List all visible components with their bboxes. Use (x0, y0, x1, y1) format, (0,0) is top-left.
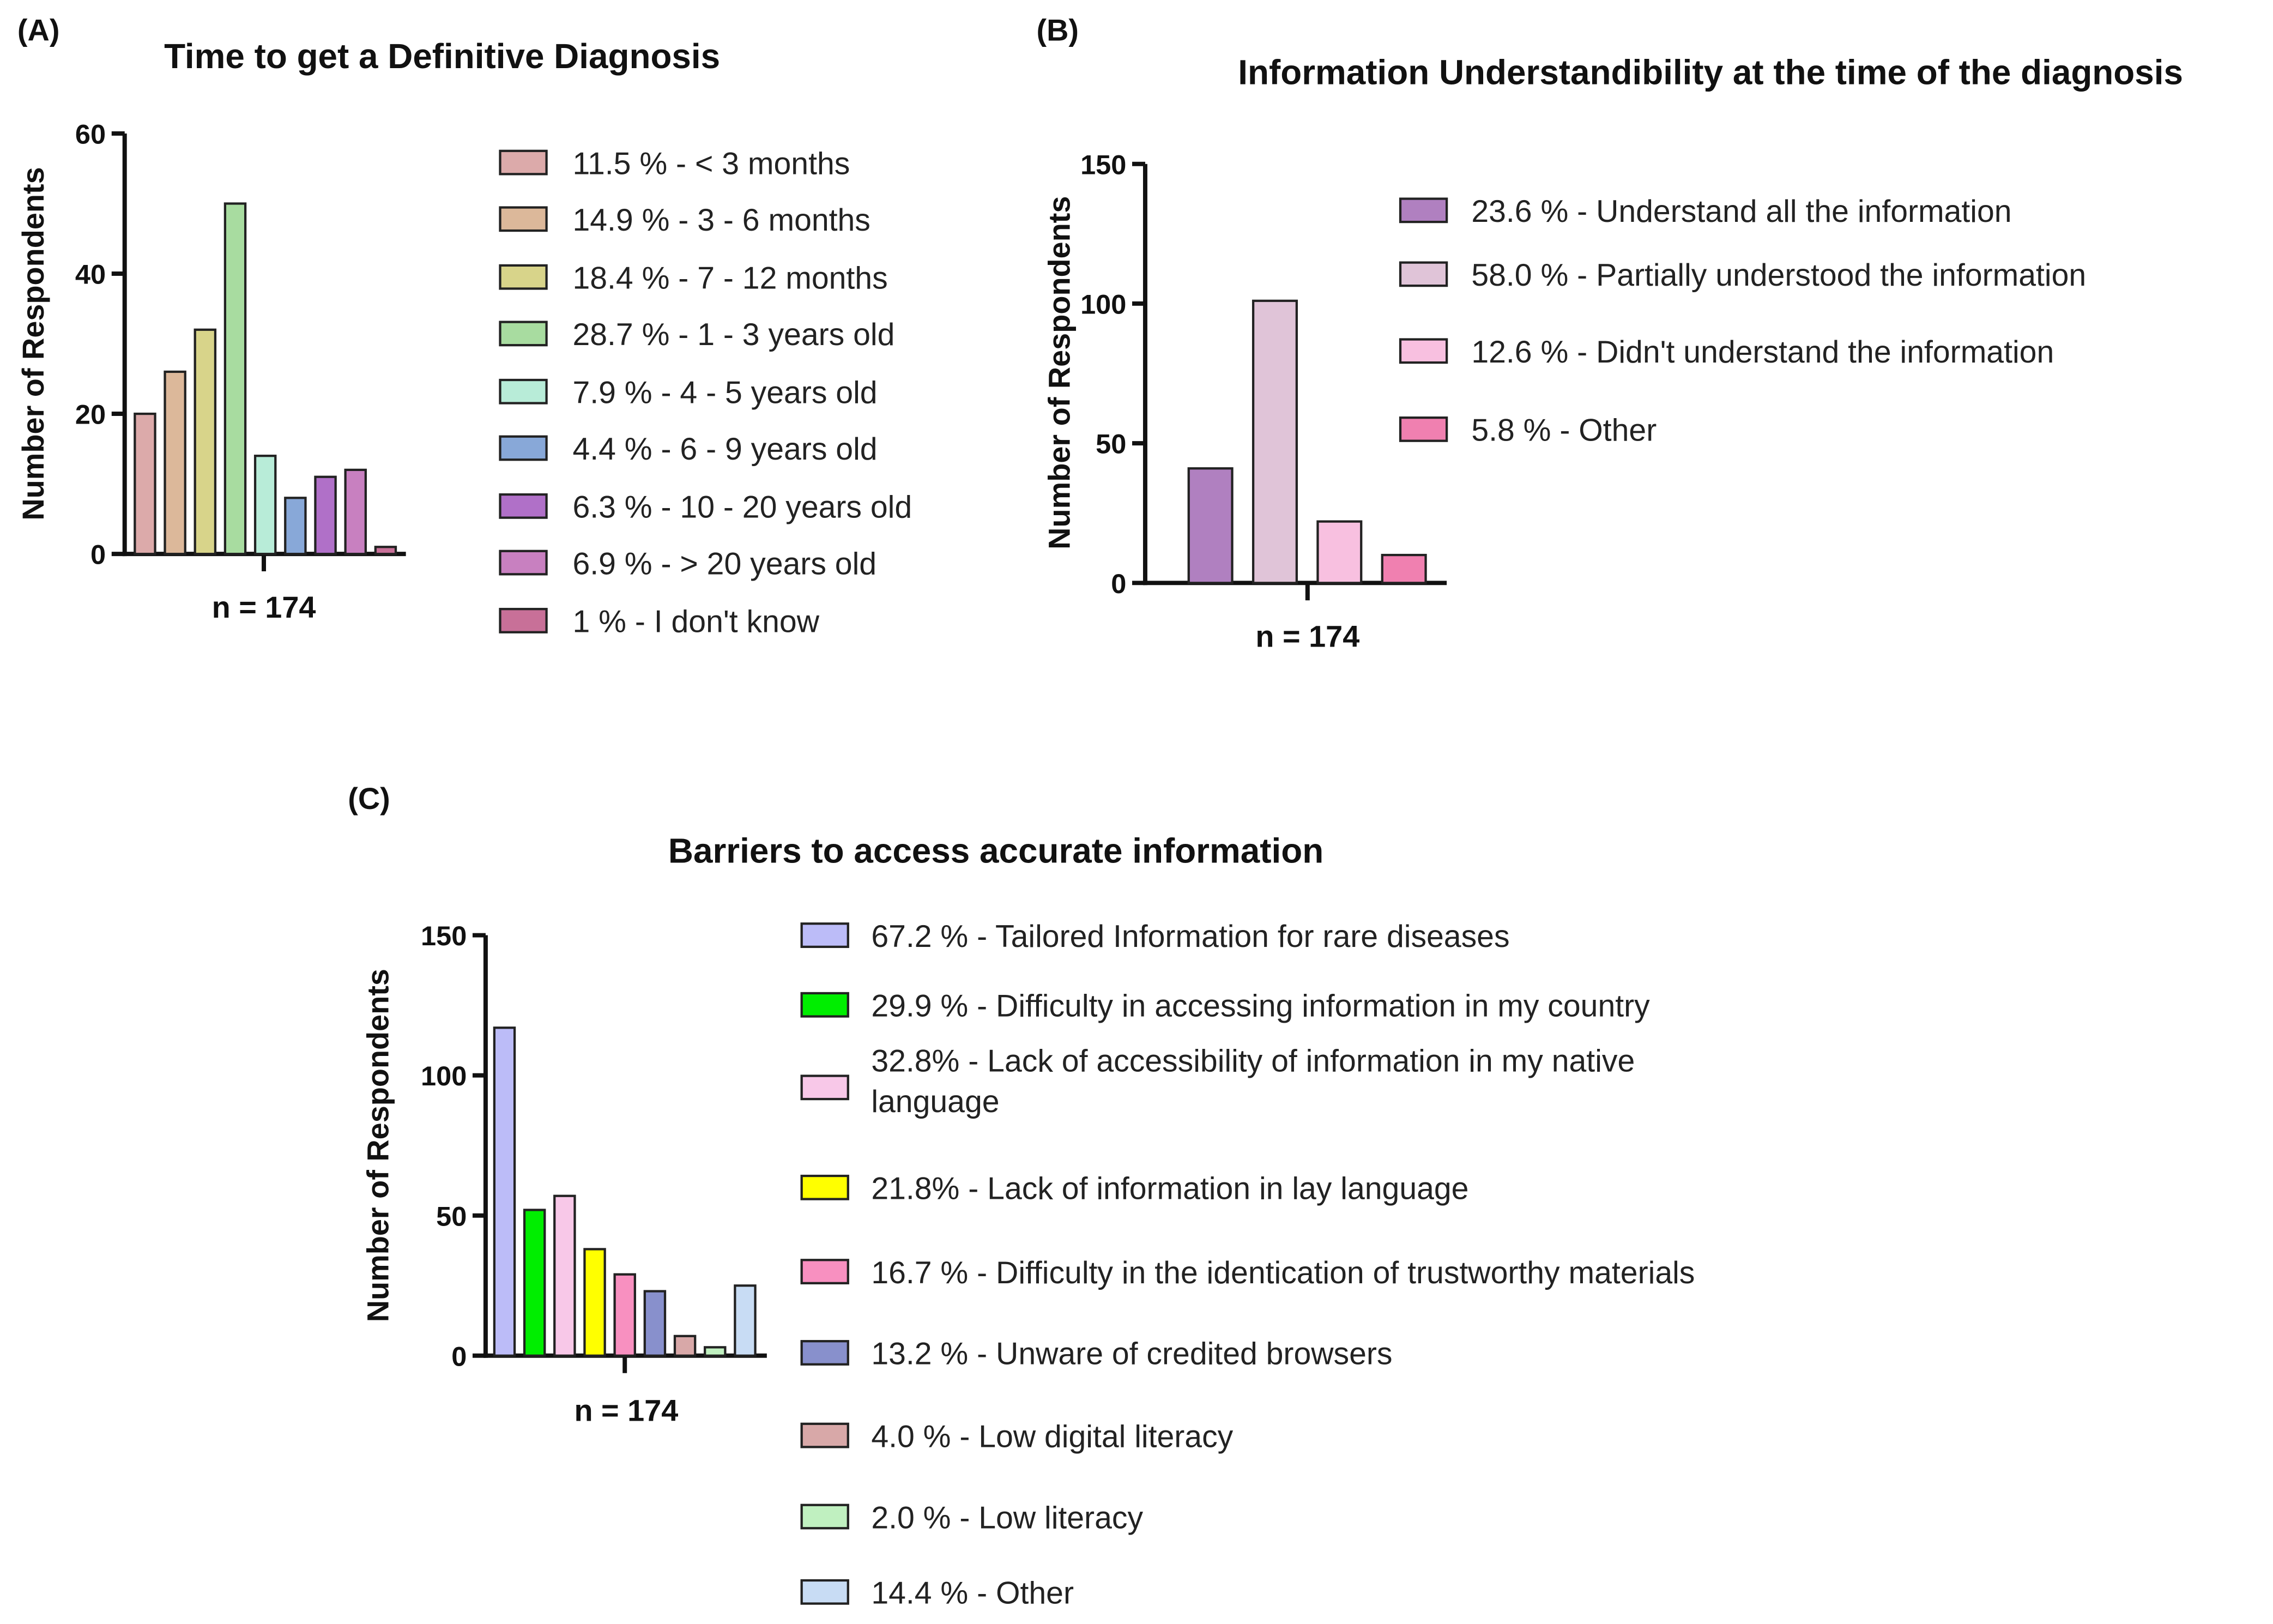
y-tick-label: 50 (436, 1200, 467, 1231)
legend-swatch (499, 321, 548, 347)
legend-swatch (499, 206, 548, 232)
legend-swatch (499, 149, 548, 176)
legend-swatch (800, 1504, 849, 1530)
legend-label: 6.9 % - > 20 years old (572, 546, 876, 581)
legend-swatch (800, 1422, 849, 1448)
y-tick-label: 60 (75, 118, 106, 149)
legend-label: 29.9 % - Difficulty in accessing informa… (871, 988, 1650, 1023)
chart-title: Barriers to access accurate information (668, 831, 1323, 871)
legend-swatch (800, 1074, 849, 1101)
legend-label: 14.4 % - Other (871, 1576, 1074, 1611)
legend-swatch (499, 608, 548, 633)
y-axis-label: Number of Respondents (16, 167, 50, 520)
legend-label: 7.9 % - 4 - 5 years old (572, 376, 877, 410)
panel-label: (B) (1036, 13, 1078, 47)
y-tick-label: 40 (75, 259, 106, 290)
legend-label: 28.7 % - 1 - 3 years old (572, 317, 894, 352)
legend-swatch (499, 435, 548, 461)
x-axis-label: n = 174 (212, 590, 316, 624)
bar-5 (253, 455, 277, 556)
legend-label: 2.0 % - Low literacy (871, 1500, 1143, 1535)
legend-label: 6.3 % - 10 - 20 years old (572, 490, 912, 525)
bar-2 (523, 1209, 546, 1357)
bar-2 (164, 370, 186, 556)
y-tick-label: 0 (451, 1341, 467, 1372)
legend-label: 21.8% - Lack of information in lay langu… (871, 1172, 1468, 1206)
legend-label: 13.2 % - Unware of credited browsers (871, 1337, 1392, 1372)
bar-3 (553, 1194, 576, 1357)
bar-2 (1252, 299, 1298, 584)
legend-label: 4.4 % - 6 - 9 years old (572, 432, 877, 467)
legend-label: 4.0 % - Low digital literacy (871, 1419, 1233, 1454)
panel-label: (A) (17, 13, 60, 47)
y-tick-label: 100 (1080, 289, 1126, 320)
legend-label: 14.9 % - 3 - 6 months (572, 203, 870, 238)
y-tick-label: 20 (75, 399, 106, 430)
bar-6 (284, 497, 307, 556)
bar-1 (493, 1027, 516, 1357)
bar-9 (734, 1284, 757, 1357)
legend-swatch (800, 922, 849, 948)
legend-label: 32.8% - Lack of accessibility of informa… (871, 1044, 1635, 1079)
bar-8 (704, 1346, 727, 1357)
legend-label: 58.0 % - Partially understood the inform… (1471, 258, 2086, 293)
bar-1 (1187, 467, 1234, 584)
bar-1 (134, 412, 156, 556)
legend-swatch (499, 264, 548, 290)
bar-4 (583, 1248, 606, 1357)
legend-swatch (1399, 197, 1448, 224)
legend-label: 11.5 % - < 3 months (572, 146, 850, 181)
legend-label: 23.6 % - Understand all the information (1471, 194, 2011, 229)
y-axis-label: Number of Respondents (1042, 196, 1077, 550)
legend-label: 1 % - I don't know (572, 605, 819, 639)
legend-label: 12.6 % - Didn't understand the informati… (1471, 335, 2054, 370)
bar-4 (223, 202, 247, 556)
legend-swatch (800, 1174, 849, 1200)
bar-8 (344, 468, 367, 556)
bar-7 (314, 475, 337, 556)
legend-swatch (1399, 416, 1448, 442)
legend-swatch (499, 378, 548, 405)
y-tick-label: 150 (421, 920, 467, 951)
panel-c: (C) Barriers to access accurate informati… (348, 781, 1695, 1610)
legend-label: 18.4 % - 7 - 12 months (572, 261, 887, 295)
bar-3 (1316, 520, 1363, 584)
y-tick-label: 150 (1080, 149, 1126, 180)
chart-title: Information Understandibility at the tim… (1238, 52, 2183, 92)
x-axis-label: n = 174 (574, 1393, 678, 1427)
legend-label: language (871, 1084, 999, 1119)
y-tick-label: 0 (1111, 568, 1126, 599)
legend-swatch (800, 992, 849, 1018)
y-axis-label: Number of Respondents (361, 969, 395, 1322)
y-tick-label: 0 (90, 539, 106, 570)
bar-9 (374, 546, 397, 556)
panel-b: (B) Information Understandibility at the … (1036, 13, 2183, 654)
legend-swatch (499, 550, 548, 576)
legend-label: 67.2 % - Tailored Information for rare d… (871, 919, 1509, 954)
legend-swatch (1399, 261, 1448, 287)
bar-6 (643, 1290, 667, 1357)
y-tick-label: 50 (1096, 428, 1126, 460)
bar-3 (194, 328, 217, 556)
legend-swatch (1399, 338, 1448, 364)
legend-swatch (800, 1340, 849, 1366)
legend-swatch (800, 1259, 849, 1284)
y-tick-label: 100 (421, 1060, 467, 1091)
bar-7 (673, 1335, 697, 1357)
bar-5 (613, 1273, 636, 1357)
panel-a: (A) Time to get a Definitive Diagnosis Num… (16, 13, 912, 639)
chart-title: Time to get a Definitive Diagnosis (164, 37, 720, 76)
panel-label: (C) (348, 781, 390, 816)
legend-swatch (800, 1579, 849, 1605)
legend-label: 16.7 % - Difficulty in the identication … (871, 1255, 1695, 1290)
legend-label: 5.8 % - Other (1471, 413, 1657, 448)
x-axis-label: n = 174 (1255, 619, 1359, 653)
legend-swatch (499, 493, 548, 519)
bar-4 (1381, 553, 1427, 584)
